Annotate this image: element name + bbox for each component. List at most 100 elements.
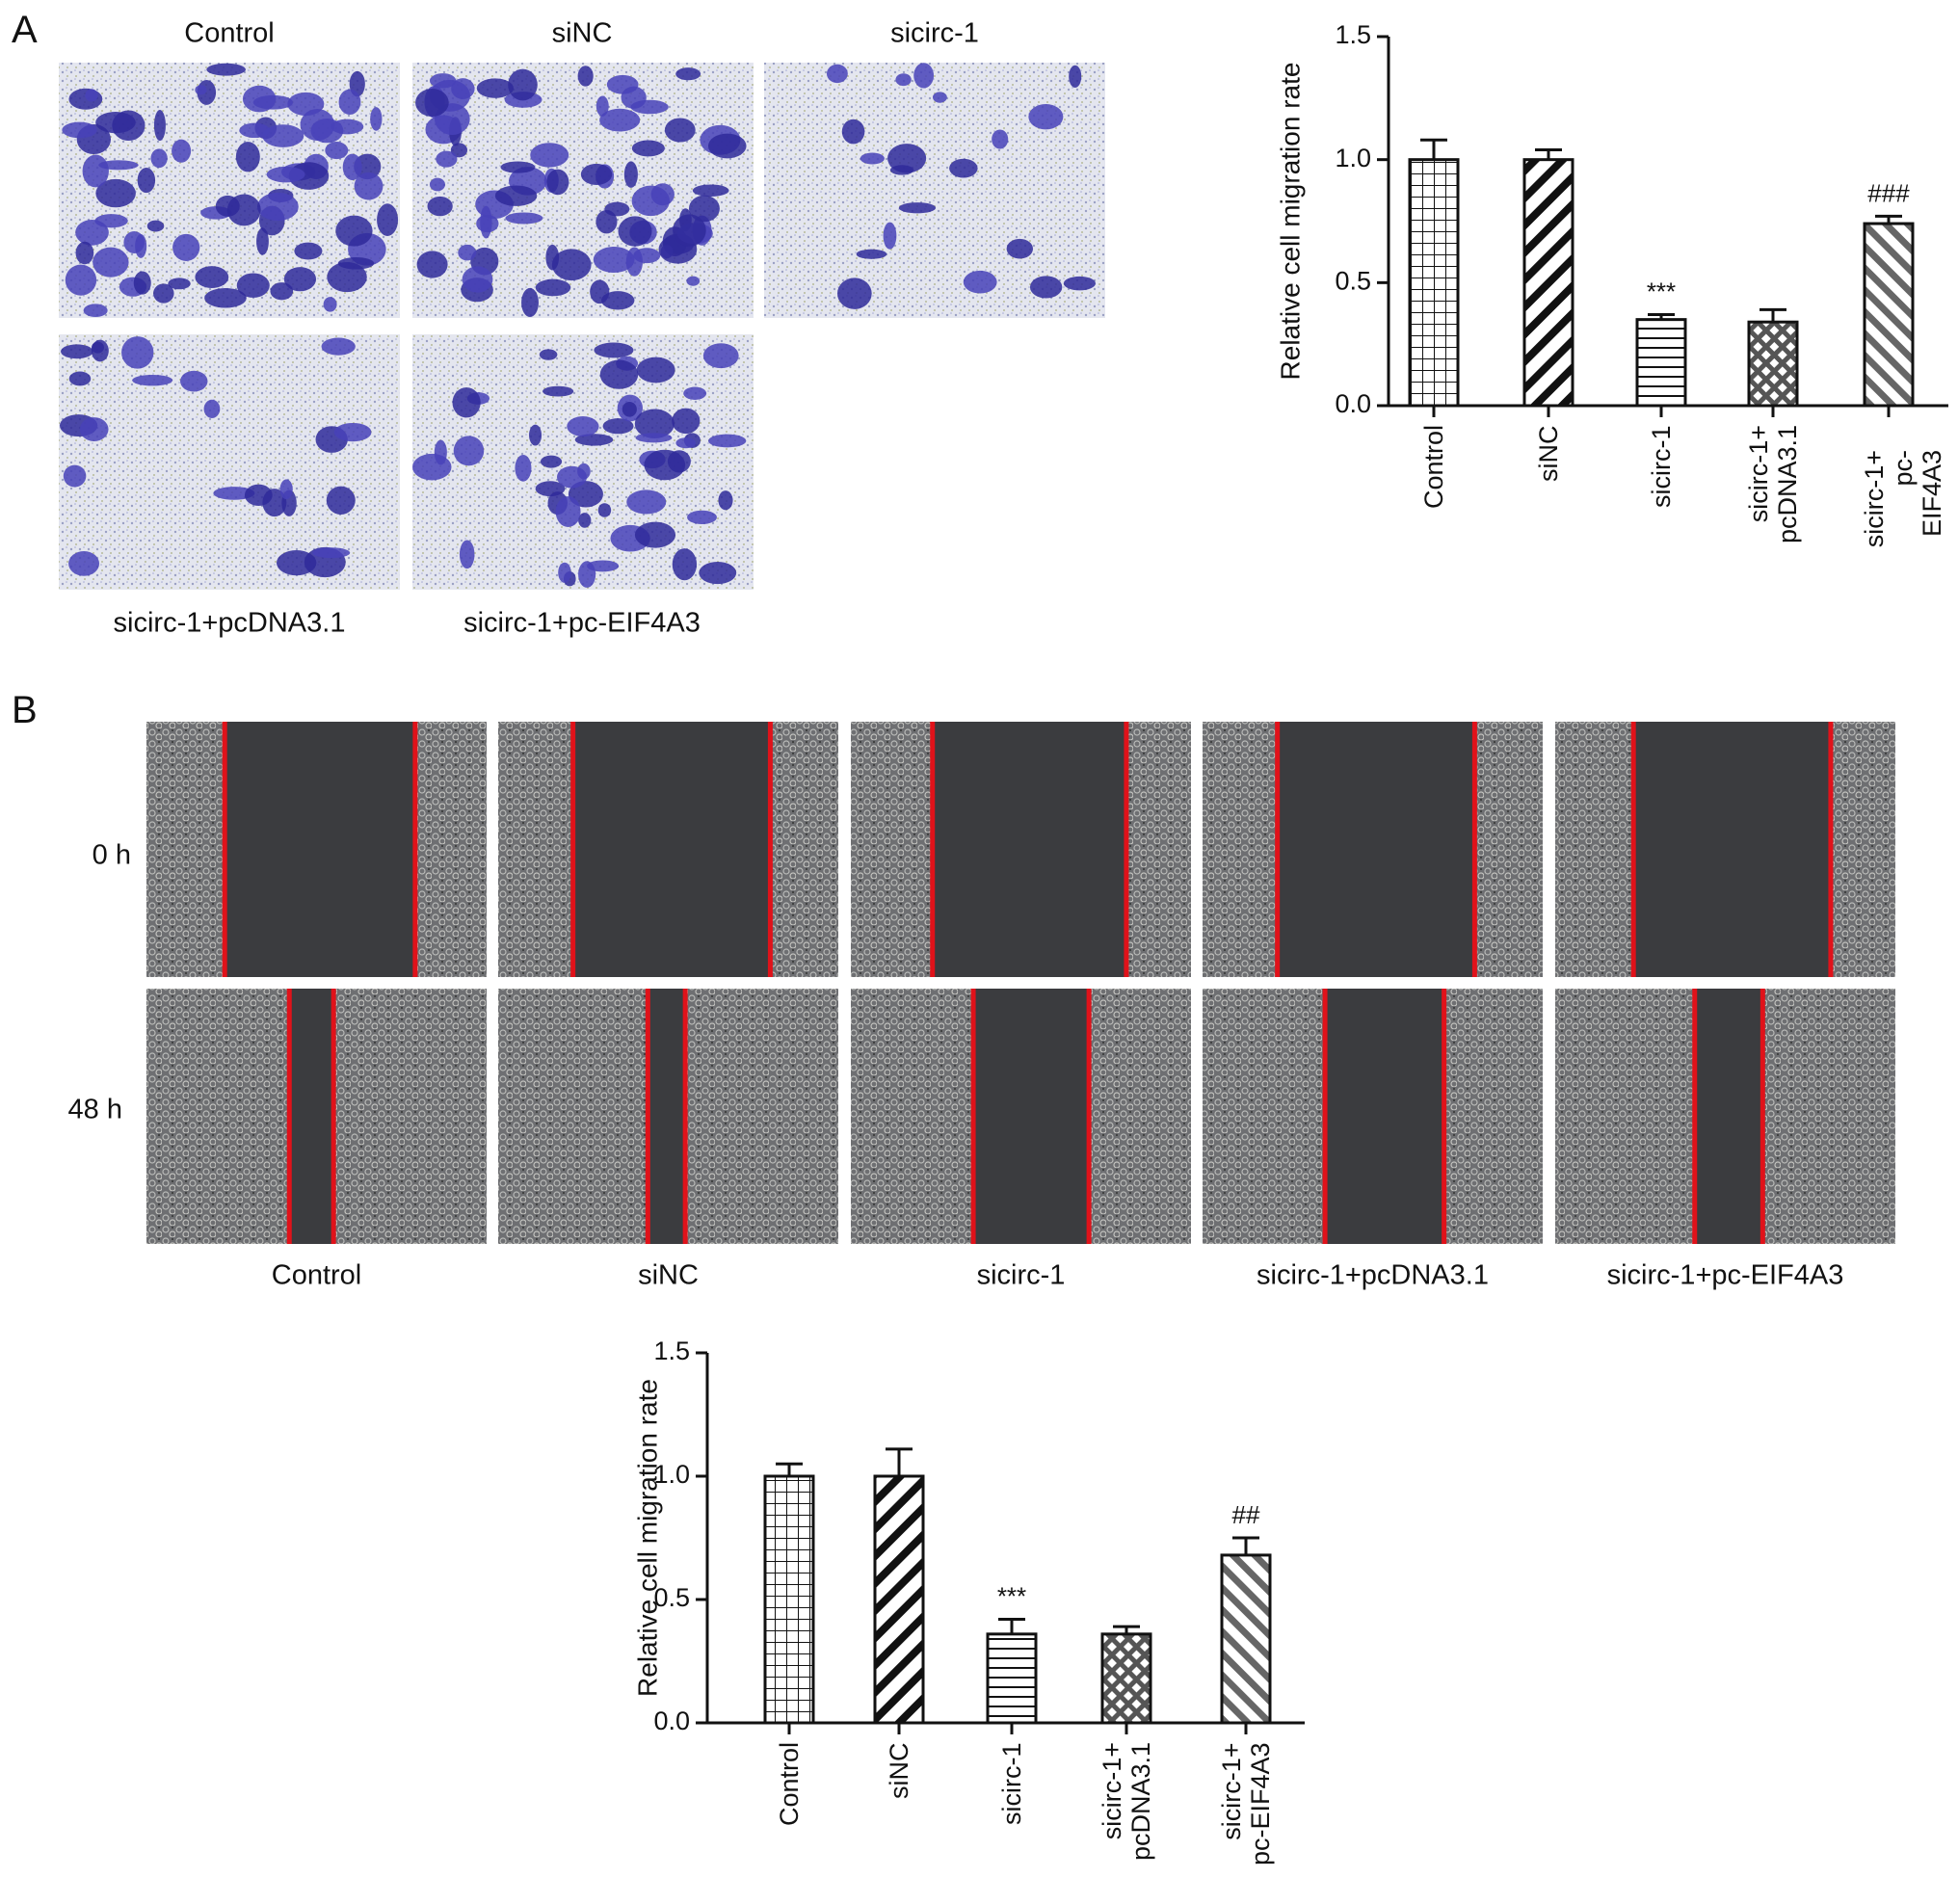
cell	[75, 219, 109, 246]
cell	[452, 387, 481, 418]
cell	[505, 212, 543, 225]
scratch-image	[498, 722, 838, 977]
cell	[429, 73, 457, 89]
cell	[521, 287, 539, 318]
cell	[172, 233, 200, 262]
cell	[1028, 104, 1064, 130]
scratch-gap	[1694, 989, 1763, 1244]
cell	[287, 92, 325, 117]
cell	[601, 291, 635, 310]
bar	[1863, 222, 1915, 408]
cell	[283, 267, 317, 292]
scratch-image	[498, 989, 838, 1244]
cell	[932, 92, 947, 103]
cell	[675, 67, 701, 81]
cell	[61, 344, 93, 359]
x-tick-label: sicirc-1+ pc-EIF4A3	[1217, 1742, 1275, 1865]
x-tick-label: sicirc-1	[997, 1742, 1026, 1826]
scratch-gap	[1277, 722, 1475, 977]
y-tick-label: 1.0	[1335, 144, 1371, 172]
image-caption: sicirc-1+pcDNA3.1	[114, 608, 346, 639]
cell	[672, 548, 698, 581]
cell	[692, 184, 729, 197]
cell	[354, 172, 384, 200]
cell	[270, 282, 294, 301]
y-tick-label: 0.5	[653, 1583, 690, 1612]
cell	[963, 270, 997, 294]
cell	[321, 337, 356, 356]
cell	[841, 119, 865, 145]
bar	[1522, 158, 1574, 408]
bar	[1635, 318, 1687, 408]
image-background	[59, 334, 400, 590]
cell	[1006, 238, 1034, 259]
cell	[262, 124, 304, 147]
cell	[462, 266, 493, 293]
cell	[168, 278, 191, 290]
scratch-gap	[932, 722, 1126, 977]
cell	[213, 487, 255, 500]
cell	[540, 455, 563, 468]
cell	[675, 437, 697, 449]
cell	[568, 481, 603, 508]
cell	[98, 160, 139, 171]
y-tick-label: 1.5	[1335, 20, 1371, 49]
cell	[93, 247, 129, 278]
scratch-gap	[1633, 722, 1831, 977]
y-tick-label: 0.0	[1335, 389, 1371, 418]
bar	[1747, 320, 1799, 408]
image-caption: siNC	[552, 18, 613, 49]
cell	[323, 297, 337, 312]
transwell-image	[764, 63, 1105, 318]
cell	[451, 78, 475, 99]
cell	[913, 63, 935, 89]
cell	[92, 341, 104, 354]
significance-mark: ##	[1232, 1500, 1260, 1529]
cell	[203, 399, 221, 418]
cell	[623, 161, 638, 188]
cell	[338, 89, 361, 116]
y-tick-label: 1.0	[653, 1460, 690, 1489]
cell	[578, 561, 596, 588]
cell	[597, 503, 612, 517]
cell	[618, 216, 652, 247]
x-tick-label: sicirc-1+ pc-EIF4A3	[1860, 450, 1946, 548]
cell	[594, 342, 634, 358]
cell	[68, 371, 92, 386]
cell	[578, 513, 592, 528]
cell	[327, 261, 367, 293]
x-tick-label: sicirc-1+ pcDNA3.1	[1098, 1741, 1155, 1861]
cell	[515, 454, 532, 482]
cell	[856, 249, 887, 259]
y-axis-label: Relative cell migration rate	[1275, 63, 1305, 381]
scratch-image	[1203, 722, 1543, 977]
cell	[574, 434, 614, 446]
cell	[256, 192, 299, 222]
cell	[883, 222, 897, 250]
cell	[370, 107, 383, 131]
cell	[82, 154, 109, 188]
transwell-image	[412, 63, 754, 318]
cell	[1063, 276, 1097, 291]
cell	[500, 161, 536, 173]
cell	[458, 244, 477, 261]
cell	[416, 251, 448, 278]
image-caption: sicirc-1+pc-EIF4A3	[1607, 1260, 1844, 1291]
cell	[860, 152, 885, 165]
cell	[75, 241, 94, 265]
scratch-gap	[572, 722, 771, 977]
cell	[434, 439, 447, 465]
cell	[294, 242, 323, 260]
cell	[137, 167, 156, 194]
cell	[331, 119, 364, 135]
cell	[266, 166, 305, 183]
cell	[992, 129, 1009, 149]
cell	[450, 143, 468, 158]
cell	[567, 416, 599, 436]
x-tick-label: sicirc-1+ pcDNA3.1	[1744, 424, 1802, 543]
cell	[707, 434, 747, 448]
cell	[112, 110, 146, 142]
scratch-image	[1203, 989, 1543, 1244]
